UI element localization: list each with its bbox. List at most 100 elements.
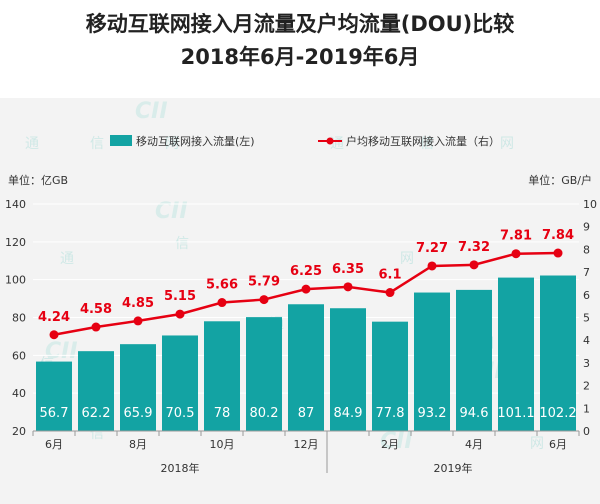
line-point [49, 330, 59, 340]
y-right-tick-label: 1 [583, 402, 590, 415]
bar-value-label: 62.2 [82, 406, 111, 421]
line-point [427, 261, 437, 271]
y-right-tick-label: 9 [583, 221, 590, 234]
bar-value-label: 84.9 [334, 406, 363, 421]
line-value-label: 7.27 [416, 241, 448, 256]
bar [414, 292, 450, 431]
bar [456, 289, 492, 431]
line-value-label: 7.32 [458, 240, 490, 255]
legend-bar-label: 移动互联网接入流量(左) [136, 134, 255, 148]
bar-value-label: 77.8 [376, 406, 405, 421]
x-tick-label: 12月 [294, 438, 319, 451]
chart-title: 移动互联网接入月流量及户均流量(DOU)比较 [85, 12, 515, 36]
y-right-tick-label: 3 [583, 357, 590, 370]
bar-value-label: 102.2 [539, 406, 576, 421]
bar-value-label: 87 [298, 406, 315, 421]
y-right-tick-label: 6 [583, 289, 590, 302]
watermark-text: 通 [25, 136, 39, 152]
line-value-label: 4.58 [80, 302, 112, 317]
y-right-tick-label: 8 [583, 243, 590, 256]
line-value-label: 6.35 [332, 262, 364, 277]
x-tick-label: 10月 [210, 438, 235, 451]
watermark-logo: CII [155, 199, 188, 224]
line-point [343, 282, 353, 292]
line-value-label: 7.84 [542, 228, 574, 243]
chart-svg: 通信网通信网通信网通信网通信网CIICIICIICIICII移动互联网接入流量(… [5, 99, 597, 475]
x-tick-label: 2月 [381, 438, 399, 451]
x-group-label: 2019年 [434, 461, 473, 475]
y-right-tick-label: 7 [583, 266, 590, 279]
y-right-unit-label: 单位：GB/户 [528, 173, 592, 187]
line-value-label: 6.1 [378, 268, 401, 283]
bar-value-label: 70.5 [166, 406, 195, 421]
y-right-tick-label: 4 [583, 334, 590, 347]
line-point [175, 309, 185, 319]
line-point [133, 316, 143, 326]
watermark-text: 通 [60, 251, 74, 267]
bar-value-label: 101.1 [497, 406, 534, 421]
bar-value-label: 93.2 [418, 406, 447, 421]
x-tick-label: 6月 [549, 438, 567, 451]
y-left-tick-label: 40 [12, 387, 26, 400]
bar-value-label: 78 [214, 406, 231, 421]
watermark-logo: CII [380, 429, 413, 454]
line-point [469, 260, 479, 270]
watermark-text: 网 [400, 251, 414, 267]
line-point [259, 295, 269, 305]
watermark-text: 信 [175, 236, 189, 252]
line-value-label: 4.85 [122, 296, 154, 311]
watermark-logo: CII [135, 99, 168, 124]
watermark-text: 网 [165, 136, 179, 152]
line-point [511, 249, 521, 259]
bar [162, 335, 198, 431]
bar [120, 344, 156, 431]
watermark-text: 网 [500, 136, 514, 152]
line-value-label: 7.81 [500, 229, 532, 244]
y-left-tick-label: 80 [12, 312, 26, 325]
bar-value-label: 80.2 [250, 406, 279, 421]
bar-value-label: 94.6 [460, 406, 489, 421]
bar [540, 275, 576, 431]
bar [204, 321, 240, 431]
line-value-label: 4.24 [38, 310, 70, 325]
bar [372, 321, 408, 431]
chart-panel: 通信网通信网通信网通信网通信网CIICIICIICIICII移动互联网接入流量(… [0, 98, 600, 504]
watermark-text: 信 [90, 136, 104, 152]
y-left-tick-label: 20 [12, 425, 26, 438]
y-left-tick-label: 120 [5, 236, 26, 249]
chart-subtitle: 2018年6月-2019年6月 [180, 45, 420, 69]
bar-value-label: 65.9 [124, 406, 153, 421]
bar [36, 361, 72, 431]
bar [246, 317, 282, 431]
legend-line-marker [326, 137, 334, 145]
bar-value-label: 56.7 [40, 406, 69, 421]
line-value-label: 5.66 [206, 278, 238, 293]
y-left-tick-label: 60 [12, 349, 26, 362]
legend-bar-swatch [110, 135, 132, 146]
line-point [91, 322, 101, 332]
legend-line-label: 户均移动互联网接入流量（右） [346, 134, 500, 148]
y-right-tick-label: 10 [583, 198, 597, 211]
bar [78, 351, 114, 431]
bar [498, 277, 534, 431]
x-tick-label: 6月 [45, 438, 63, 451]
x-tick-label: 8月 [129, 438, 147, 451]
x-tick-label: 4月 [465, 438, 483, 451]
y-right-tick-label: 2 [583, 380, 590, 393]
line-value-label: 5.15 [164, 289, 196, 304]
line-value-label: 5.79 [248, 275, 280, 290]
y-left-unit-label: 单位：亿GB [8, 173, 68, 187]
watermark-text: 网 [530, 436, 544, 452]
bar [330, 308, 366, 431]
line-point [385, 288, 395, 298]
line-point [301, 284, 311, 294]
x-group-label: 2018年 [161, 461, 200, 475]
y-left-tick-label: 140 [5, 198, 26, 211]
bar [288, 304, 324, 431]
y-left-tick-label: 100 [5, 274, 26, 287]
line-value-label: 6.25 [290, 264, 322, 279]
y-right-tick-label: 0 [583, 425, 590, 438]
watermark-text: 信 [420, 136, 434, 152]
line-point [553, 248, 563, 258]
watermark-logo: CII [45, 339, 78, 364]
